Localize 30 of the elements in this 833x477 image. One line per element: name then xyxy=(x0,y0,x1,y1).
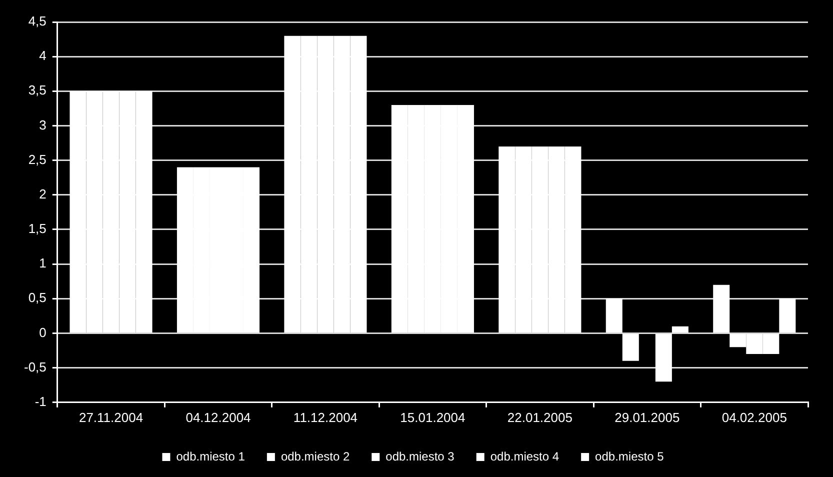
y-tick-label: 4,5 xyxy=(28,14,46,29)
y-tick-label: -0,5 xyxy=(24,359,46,374)
x-tick-label: 29.01.2005 xyxy=(614,410,680,425)
bar xyxy=(672,326,688,332)
x-tick-label: 04.12.2004 xyxy=(186,410,251,425)
x-tick-label: 15.01.2004 xyxy=(400,410,466,425)
y-tick-label: 3,5 xyxy=(28,82,46,98)
bar xyxy=(606,298,622,332)
legend-label: odb.miesto 1 xyxy=(176,449,246,464)
x-tick-label: 27.11.2004 xyxy=(78,410,144,425)
legend-label: odb.miesto 2 xyxy=(280,449,350,464)
y-tick-label: 1 xyxy=(39,256,46,271)
y-tick-label: 0 xyxy=(39,324,46,340)
x-tick-label: 22.01.2005 xyxy=(507,410,572,425)
legend-label: odb.miesto 5 xyxy=(595,449,664,464)
y-tick-label: -1 xyxy=(34,394,46,409)
bar xyxy=(713,284,730,332)
x-tick-label: 11.12.2004 xyxy=(293,410,358,425)
y-tick-label: 4 xyxy=(39,48,46,64)
bar xyxy=(655,334,672,382)
y-tick-label: 3 xyxy=(39,117,46,132)
y-tick-label: 2,5 xyxy=(28,152,46,167)
bar xyxy=(779,298,796,332)
bar xyxy=(622,334,639,361)
x-tick-label: 04.02.2005 xyxy=(722,410,787,425)
legend-label: odb.miesto 4 xyxy=(490,449,560,464)
legend-label: odb.miesto 3 xyxy=(386,449,455,464)
y-tick-label: 1,5 xyxy=(28,221,46,236)
y-tick-label: 2 xyxy=(39,186,46,202)
y-tick-label: 0,5 xyxy=(28,290,46,306)
